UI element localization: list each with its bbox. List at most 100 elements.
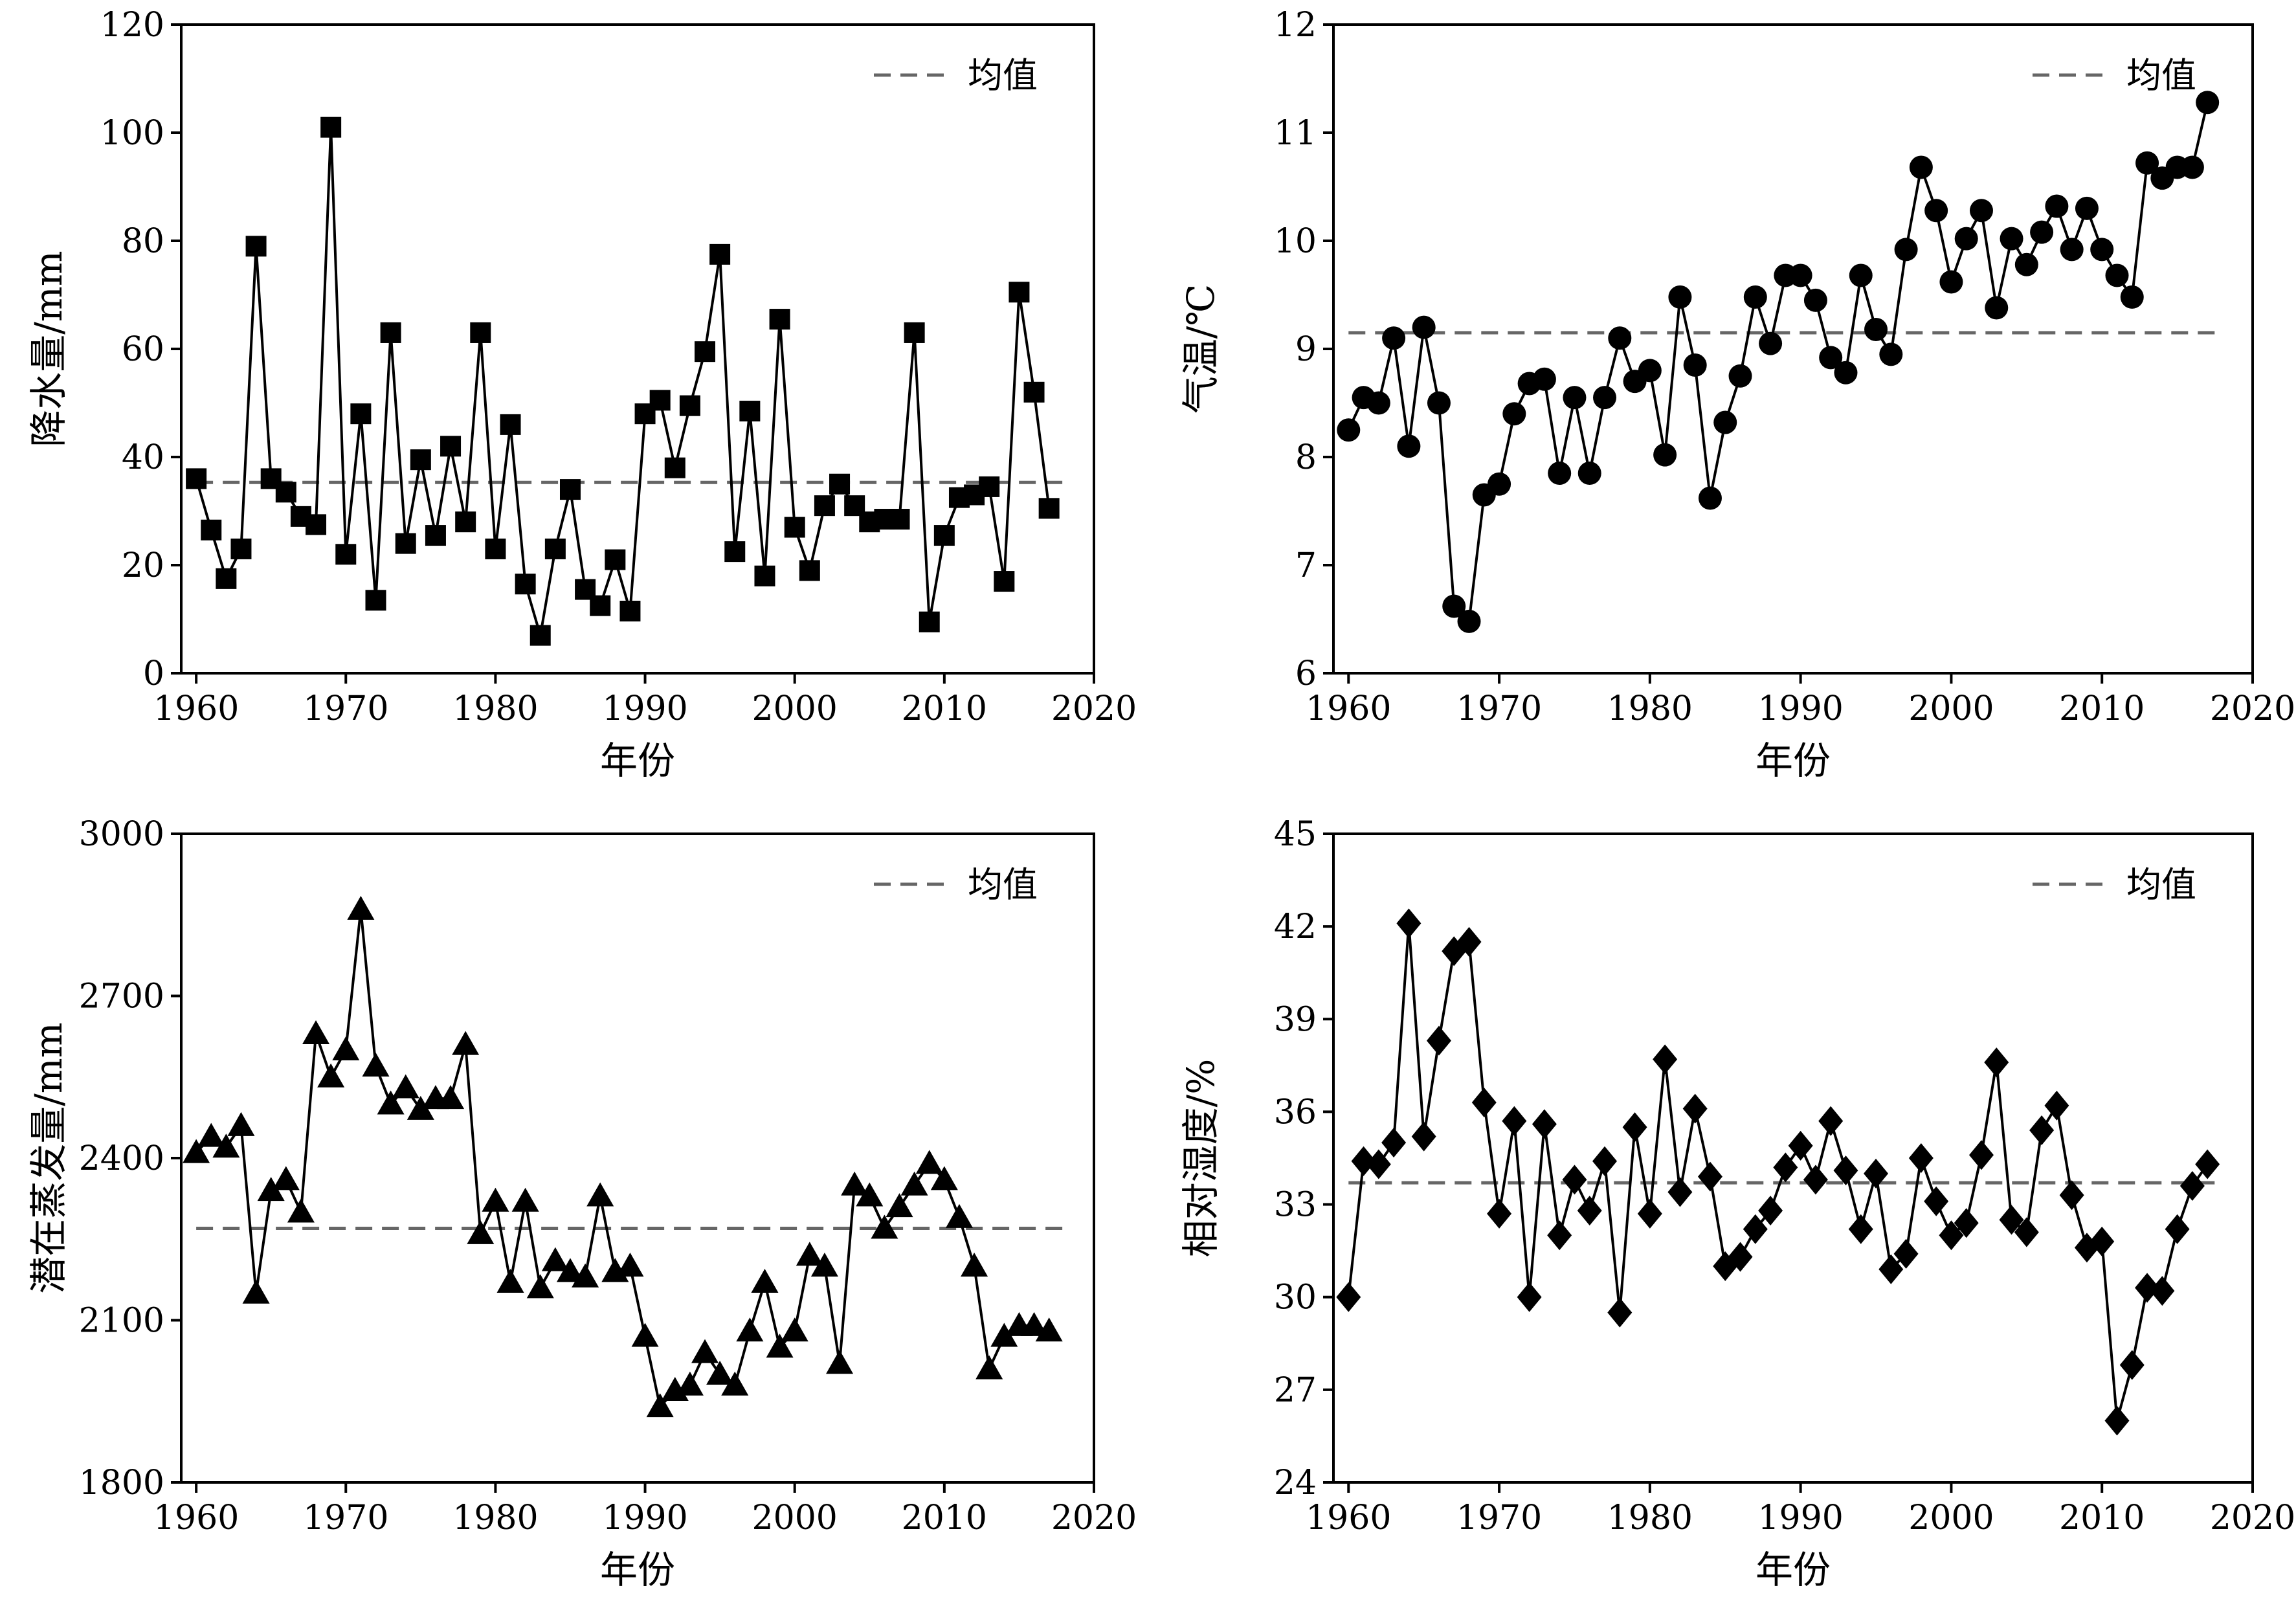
data-point [1382,326,1406,350]
x-tick-label: 2020 [1051,689,1137,728]
chart-panel-1: 0 20 40 60 80 100 120 1960 1970 1980 1990 2000 2010 2… [27,6,1137,783]
data-point [754,565,775,586]
x-tick-label: 1990 [602,1499,687,1537]
series-line [1347,923,2209,1422]
x-tick-label: 1980 [452,1499,538,1537]
data-point [2195,1149,2220,1179]
data-point [1548,462,1572,486]
data-point [781,1317,808,1342]
legend-label: 均值 [968,864,1038,905]
data-point [1366,391,1390,415]
data-point [2045,194,2069,218]
data-point [676,1371,704,1396]
data-point [619,600,641,621]
x-tick-label: 1960 [153,1499,239,1537]
y-tick-label: 36 [1274,1093,1317,1132]
data-point [769,309,790,330]
x-tick-label: 2020 [2210,689,2295,728]
data-point [347,895,375,920]
data-point [2029,1115,2055,1146]
data-point [2075,196,2099,220]
data-point [1366,1149,1391,1179]
y-tick-label: 80 [122,222,164,261]
data-point [365,590,386,611]
data-point [526,1274,554,1299]
x-tick-label: 1990 [1757,1499,1843,1537]
y-tick-label: 2700 [79,977,164,1016]
data-point [664,457,685,478]
data-point [1637,1198,1662,1229]
data-point [900,1171,928,1196]
data-point [1577,462,1601,486]
data-point [212,1133,240,1158]
data-point [889,509,910,530]
data-point [1023,381,1045,403]
data-point [1638,359,1662,383]
data-point [2135,1273,2160,1303]
data-point [1502,1106,1527,1136]
data-point [1038,498,1060,519]
data-point [230,538,252,559]
data-point [496,1269,524,1293]
data-point [1939,270,1963,294]
x-tick-label: 2020 [2210,1499,2295,1537]
data-point [933,525,955,546]
data-point [871,1214,898,1239]
data-point [2150,1276,2175,1306]
data-point [736,1317,764,1342]
y-tick-label: 6 [1295,654,1317,693]
data-point [2179,1170,2205,1201]
data-point [814,495,835,517]
data-point [1864,1158,1889,1189]
data-point [590,595,611,616]
data-point [706,1361,734,1385]
data-point [766,1334,794,1358]
data-point [362,1053,390,1077]
legend-label: 均值 [2126,55,2196,96]
data-point [440,436,462,457]
data-point [1698,486,1722,510]
data-point [1908,1143,1934,1173]
data-point [904,322,925,343]
y-tick-label: 1800 [79,1464,164,1502]
data-point [2105,263,2129,287]
x-tick-label: 2010 [902,1499,987,1537]
x-tick-label: 2010 [902,689,987,728]
y-tick-label: 7 [1295,546,1317,585]
data-point [485,538,506,559]
data-point [467,1220,495,1244]
data-point [649,390,671,411]
data-point [1833,1156,1858,1186]
data-point [1743,285,1767,309]
data-point [529,625,551,646]
data-point [605,549,626,570]
data-point [455,511,476,533]
data-point [631,1323,659,1347]
data-point [1909,155,1933,179]
x-axis-label: 年份 [1755,739,1831,783]
data-point [1593,386,1617,410]
data-point [1924,199,1948,223]
y-tick-label: 0 [143,654,164,693]
data-point [796,1242,823,1266]
data-point [302,1020,330,1044]
y-tick-label: 24 [1274,1464,1317,1502]
data-point [784,517,805,538]
chart-panel-2: 6 7 8 9 10 11 12 1960 1970 1980 1990 2000 2010 2020 年份… [1179,6,2295,783]
data-point [709,243,731,265]
y-tick-label: 9 [1295,330,1317,369]
data-point [1894,238,1918,262]
data-point [2060,238,2084,262]
data-point [2014,252,2038,276]
data-point [515,574,536,595]
data-point [350,403,372,425]
x-tick-label: 1970 [303,689,388,728]
x-tick-label: 1980 [1607,689,1693,728]
plot-frame [180,23,1095,675]
data-point [810,1253,838,1277]
data-point [1849,263,1873,287]
data-point [1592,1146,1618,1176]
data-point [1502,402,1526,426]
data-point [961,1253,988,1277]
data-point [559,479,581,500]
